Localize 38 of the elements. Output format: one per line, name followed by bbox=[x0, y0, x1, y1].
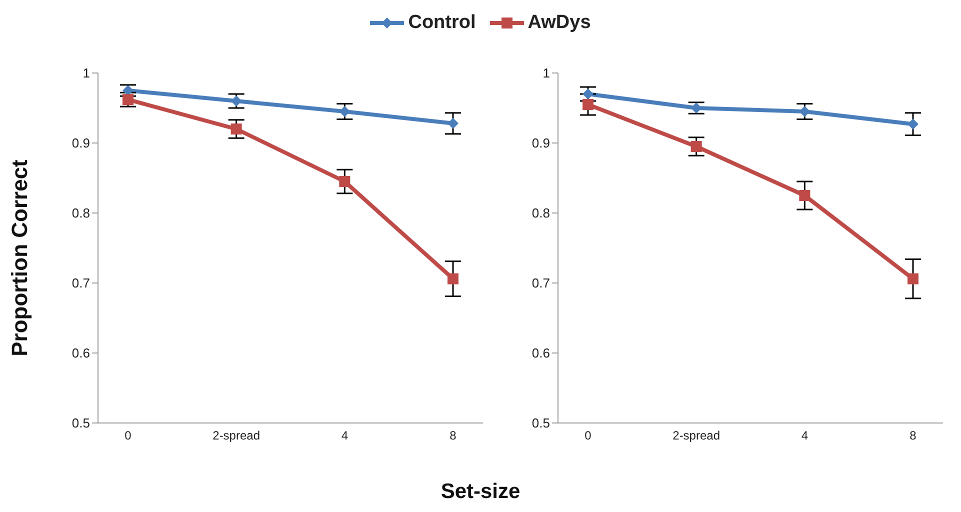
point bbox=[690, 102, 702, 114]
legend-label: AwDys bbox=[528, 12, 591, 34]
y-axis-title: Proportion Correct bbox=[7, 160, 33, 356]
y-tick-label: 0.7 bbox=[532, 276, 550, 291]
y-tick-label: 0.8 bbox=[72, 206, 90, 221]
point bbox=[908, 273, 918, 284]
point bbox=[448, 273, 458, 284]
point bbox=[799, 106, 810, 117]
y-tick-label: 1 bbox=[542, 66, 550, 81]
y-tick-label: 0.7 bbox=[72, 276, 90, 291]
point bbox=[690, 141, 702, 152]
y-tick-label: 1 bbox=[82, 66, 90, 81]
x-tick-label: 4 bbox=[341, 428, 348, 443]
y-tick-label: 0.9 bbox=[532, 136, 550, 151]
point bbox=[339, 106, 350, 117]
x-tick-label: 4 bbox=[801, 428, 808, 443]
x-tick-label: 2-spread bbox=[212, 428, 260, 443]
point bbox=[799, 190, 810, 201]
point bbox=[230, 96, 242, 106]
x-tick-label: 0 bbox=[584, 428, 592, 443]
point bbox=[908, 118, 918, 130]
point bbox=[582, 99, 594, 110]
y-tick-label: 0.5 bbox=[72, 416, 90, 431]
x-tick-label: 0 bbox=[124, 428, 132, 443]
y-tick-label: 0.9 bbox=[72, 136, 90, 151]
legend-label: Control bbox=[408, 12, 476, 34]
point bbox=[582, 88, 594, 100]
x-tick-label: 2-spread bbox=[672, 428, 720, 443]
x-tick-label: 8 bbox=[910, 428, 917, 443]
y-tick-label: 0.5 bbox=[532, 416, 550, 431]
point bbox=[230, 124, 242, 134]
point bbox=[448, 118, 458, 129]
y-tick-label: 0.6 bbox=[532, 346, 550, 361]
point bbox=[339, 176, 350, 187]
x-tick-label: 8 bbox=[450, 428, 457, 443]
x-axis-title: Set-size bbox=[440, 480, 520, 503]
y-tick-label: 0.6 bbox=[72, 346, 90, 361]
y-tick-label: 0.8 bbox=[532, 206, 550, 221]
